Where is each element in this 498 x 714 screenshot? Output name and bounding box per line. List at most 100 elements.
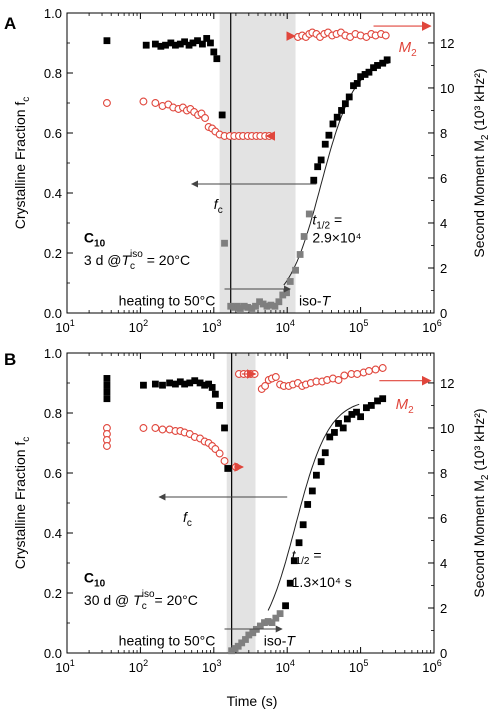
m2-point bbox=[295, 539, 303, 547]
heating-label: heating to 50°C bbox=[119, 293, 216, 309]
fc-point bbox=[381, 31, 390, 40]
m2-point bbox=[103, 375, 111, 382]
panel-a: 101 102 103 104 105 106 0.0 0.2 0.4 0.6 0.8 1.0 0 2 4 6… bbox=[4, 6, 491, 335]
m2-point bbox=[103, 395, 111, 403]
m2-point bbox=[286, 278, 294, 285]
m2-point bbox=[205, 380, 213, 388]
m2-point bbox=[181, 38, 188, 46]
m2-point bbox=[321, 449, 329, 457]
x-tick-label: 103 bbox=[202, 658, 221, 675]
m2-point bbox=[256, 298, 263, 306]
m2-point bbox=[335, 420, 342, 427]
m2-point bbox=[159, 381, 166, 389]
shaded-region bbox=[219, 13, 296, 313]
m2-point bbox=[331, 429, 338, 436]
fc-point bbox=[261, 382, 270, 390]
y-right-tick-label: 0 bbox=[440, 646, 447, 661]
fc-point bbox=[139, 97, 148, 106]
m2-point bbox=[186, 379, 194, 387]
m2-point bbox=[245, 631, 253, 639]
y-left-tick-label: 0.6 bbox=[44, 126, 62, 141]
m2-point bbox=[321, 140, 329, 148]
y-right-tick-label: 2 bbox=[440, 601, 447, 616]
y-left-tick-label: 1.0 bbox=[44, 6, 62, 21]
m2-point bbox=[196, 379, 204, 387]
m2-point bbox=[363, 404, 370, 412]
x-tick-label: 101 bbox=[55, 318, 74, 335]
fc-point bbox=[102, 99, 111, 107]
condition-label: 3 d @Tciso = 20°C bbox=[84, 249, 190, 272]
fc-point bbox=[371, 365, 380, 374]
y-left-tick-label: 0.2 bbox=[44, 246, 62, 261]
fc-label: fc bbox=[183, 509, 192, 529]
m2-point bbox=[272, 614, 280, 622]
panel-b: 101 102 103 104 105 106 0.0 0.2 0.4 0.6 0.8 1.0 0 2 4 6… bbox=[4, 346, 491, 675]
m2-point bbox=[300, 233, 308, 240]
m2-point bbox=[338, 107, 345, 114]
m2-point bbox=[252, 302, 259, 310]
fit-curve bbox=[267, 403, 360, 611]
x-tick-label: 103 bbox=[202, 318, 221, 335]
m2-point bbox=[345, 93, 353, 101]
m2-point bbox=[325, 131, 333, 139]
x-tick-label: 102 bbox=[129, 658, 148, 675]
m2-point bbox=[261, 619, 268, 627]
y-right-tick-label: 4 bbox=[440, 216, 447, 231]
m2-point bbox=[290, 557, 298, 565]
m2-point bbox=[305, 210, 313, 218]
m2-point bbox=[348, 411, 356, 418]
m2-point bbox=[276, 610, 284, 618]
m2-point bbox=[221, 424, 228, 432]
m2-point bbox=[181, 380, 188, 388]
m2-point bbox=[279, 291, 287, 299]
m2-point bbox=[208, 384, 216, 391]
m2-point bbox=[317, 156, 325, 164]
thalf-label: t1/2 = bbox=[312, 212, 342, 232]
condition-label: 30 d @ Tciso= 20°C bbox=[84, 589, 198, 612]
m2-point bbox=[365, 68, 373, 76]
fc-point bbox=[201, 114, 210, 122]
x-tick-label: 104 bbox=[275, 318, 294, 335]
m2-point bbox=[333, 113, 341, 121]
y-right-tick-label: 12 bbox=[440, 36, 454, 51]
fc-point bbox=[365, 367, 373, 375]
x-tick-label: 105 bbox=[349, 318, 368, 335]
m2-point bbox=[353, 80, 361, 87]
y-left-axis-label: Crystalline Fraction fc bbox=[12, 97, 32, 230]
fc-point bbox=[151, 99, 160, 107]
m2-point bbox=[240, 302, 248, 310]
m2-point bbox=[268, 619, 276, 627]
m2-point bbox=[379, 395, 387, 403]
m2-point bbox=[249, 629, 257, 637]
fc-point bbox=[271, 373, 280, 381]
y-left-tick-label: 0.4 bbox=[44, 526, 62, 541]
m2-point bbox=[339, 424, 347, 432]
m2-point bbox=[185, 41, 193, 49]
y-left-tick-label: 0.8 bbox=[44, 66, 62, 81]
m2-point bbox=[350, 82, 357, 90]
thalf-value: 1.3×10⁴ s bbox=[292, 574, 352, 590]
thalf-value: 2.9×10⁴ bbox=[312, 230, 361, 246]
y-left-tick-label: 0.2 bbox=[44, 586, 62, 601]
y-right-tick-label: 6 bbox=[440, 511, 447, 526]
m2-point bbox=[216, 402, 224, 409]
m2-point bbox=[224, 465, 232, 472]
m2-point bbox=[343, 415, 351, 423]
m2-point bbox=[176, 40, 184, 48]
fc-point bbox=[102, 442, 111, 450]
m2-label: M2 bbox=[396, 396, 415, 416]
m2-point bbox=[151, 40, 159, 48]
m2-point bbox=[271, 302, 279, 310]
m2-point bbox=[172, 41, 179, 49]
y-right-tick-label: 12 bbox=[440, 376, 454, 391]
m2-point bbox=[103, 37, 111, 45]
m2-point bbox=[304, 501, 312, 508]
iso-label: iso-T bbox=[264, 633, 297, 649]
m2-point bbox=[167, 39, 175, 47]
m2-point bbox=[207, 39, 214, 47]
fc-point bbox=[340, 371, 349, 380]
y-left-tick-label: 0.4 bbox=[44, 186, 62, 201]
m2-point bbox=[189, 39, 197, 47]
thalf-label: t1/2 = bbox=[292, 547, 322, 567]
m2-point bbox=[379, 59, 387, 67]
